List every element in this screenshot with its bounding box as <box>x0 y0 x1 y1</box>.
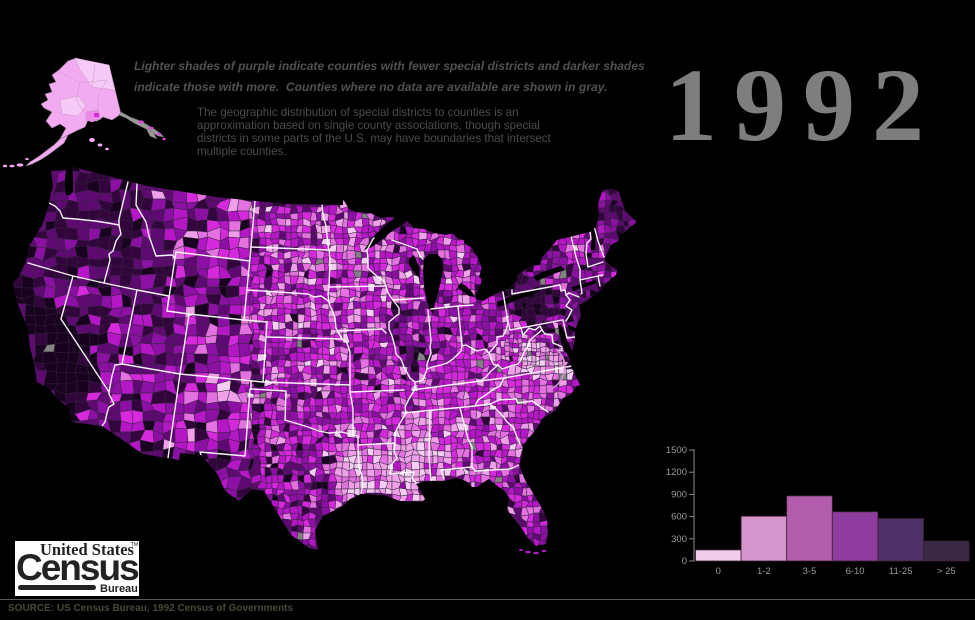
svg-text:> 25: > 25 <box>937 566 956 577</box>
svg-text:11-25: 11-25 <box>889 566 913 577</box>
svg-text:600: 600 <box>671 512 687 523</box>
svg-text:1500: 1500 <box>666 445 687 456</box>
svg-text:3-5: 3-5 <box>803 566 817 577</box>
svg-text:900: 900 <box>671 489 687 500</box>
svg-text:1-2: 1-2 <box>757 566 771 577</box>
svg-text:300: 300 <box>671 534 687 545</box>
svg-text:0: 0 <box>716 566 721 577</box>
svg-text:6-10: 6-10 <box>846 566 865 577</box>
svg-text:1200: 1200 <box>666 467 687 478</box>
svg-text:0: 0 <box>682 556 687 567</box>
